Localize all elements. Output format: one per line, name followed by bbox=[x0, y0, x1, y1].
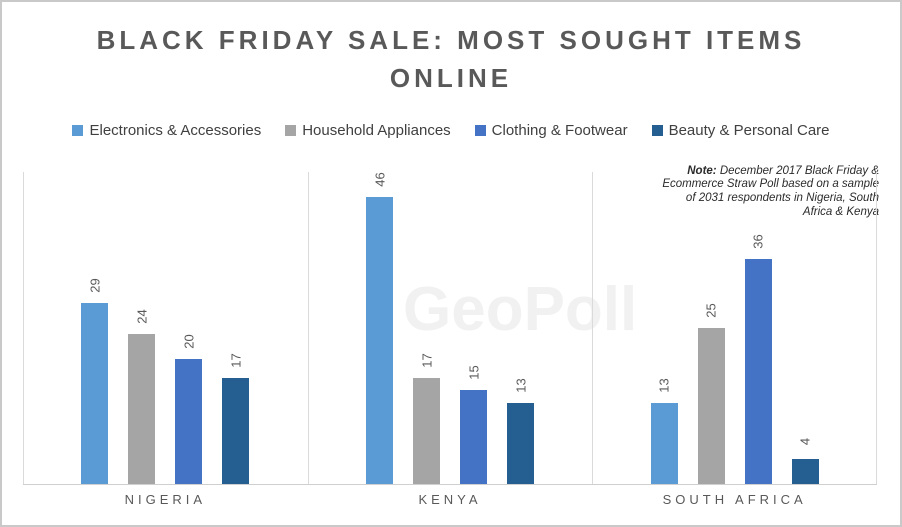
legend-swatch-icon bbox=[474, 125, 486, 136]
bar-value-label: 17 bbox=[228, 353, 244, 368]
bar-clothing-footwear-south-africa: 36 bbox=[744, 235, 772, 484]
legend-label: Electronics & Accessories bbox=[89, 122, 262, 139]
bar-value-label: 20 bbox=[181, 334, 197, 349]
bar-household-appliances-south-africa: 25 bbox=[697, 303, 725, 484]
legend-swatch-icon bbox=[285, 125, 297, 136]
bar-beauty-personal-care-south-africa: 4 bbox=[791, 438, 819, 484]
legend: Electronics & Accessories Household Appli… bbox=[2, 122, 900, 139]
bar-value-label: 46 bbox=[372, 172, 387, 187]
plot-area: 29 24 20 17 46 17 15 13 13 25 36 4 bbox=[23, 172, 877, 485]
bar-groups: 29 24 20 17 46 17 15 13 13 25 36 4 bbox=[23, 172, 877, 484]
bar-group-south-africa: 13 25 36 4 bbox=[592, 172, 877, 484]
bar-value-label: 24 bbox=[134, 309, 150, 324]
plot-left-boundary-line bbox=[23, 172, 24, 484]
chart-title: BLACK FRIDAY SALE: MOST SOUGHT ITEMS ONL… bbox=[96, 25, 806, 93]
note-text: December 2017 Black Friday & Ecommerce S… bbox=[662, 164, 879, 218]
bar-group-kenya: 46 17 15 13 bbox=[308, 172, 593, 484]
bar-beauty-personal-care-nigeria: 17 bbox=[222, 353, 250, 484]
bar-value-label: 13 bbox=[513, 378, 528, 393]
note-prefix: Note: bbox=[687, 164, 717, 177]
legend-item-household-appliances: Household Appliances bbox=[285, 122, 451, 139]
legend-item-electronics-accessories: Electronics & Accessories bbox=[72, 122, 261, 139]
legend-swatch-icon bbox=[72, 125, 84, 136]
bar-household-appliances-kenya: 17 bbox=[413, 353, 440, 484]
bar-value-label: 17 bbox=[419, 353, 434, 368]
bar-electronics-accessories-south-africa: 13 bbox=[650, 378, 678, 484]
category-axis-labels: NIGERIA KENYA SOUTH AFRICA bbox=[23, 492, 877, 507]
category-separator-line bbox=[592, 172, 594, 484]
bar-beauty-personal-care-kenya: 13 bbox=[507, 378, 534, 484]
bar-value-label: 36 bbox=[750, 234, 766, 250]
legend-label: Household Appliances bbox=[302, 122, 451, 139]
bar-electronics-accessories-kenya: 46 bbox=[366, 172, 393, 484]
bar-value-label: 4 bbox=[797, 437, 813, 446]
plot-right-boundary-line bbox=[876, 172, 877, 484]
note: Note: December 2017 Black Friday & Ecomm… bbox=[657, 165, 879, 220]
category-label-kenya: KENYA bbox=[418, 492, 482, 507]
category-label-nigeria: NIGERIA bbox=[124, 492, 207, 507]
legend-label: Beauty & Personal Care bbox=[668, 122, 830, 139]
bar-value-label: 29 bbox=[87, 278, 103, 293]
category-separator-line bbox=[307, 172, 309, 484]
geopoll-watermark: GeoPoll bbox=[403, 275, 638, 344]
bar-value-label: 15 bbox=[466, 365, 481, 381]
bar-clothing-footwear-kenya: 15 bbox=[460, 366, 487, 484]
bar-clothing-footwear-nigeria: 20 bbox=[175, 334, 203, 484]
category-label-south-africa: SOUTH AFRICA bbox=[662, 492, 807, 507]
bar-group-nigeria: 29 24 20 17 bbox=[23, 172, 308, 484]
legend-label: Clothing & Footwear bbox=[491, 122, 628, 139]
legend-swatch-icon bbox=[651, 125, 663, 136]
bar-value-label: 13 bbox=[656, 378, 672, 393]
legend-item-beauty-personal-care: Beauty & Personal Care bbox=[651, 122, 830, 139]
bar-household-appliances-nigeria: 24 bbox=[128, 310, 156, 484]
bar-electronics-accessories-nigeria: 29 bbox=[81, 278, 109, 484]
bar-value-label: 25 bbox=[703, 303, 719, 318]
legend-item-clothing-footwear: Clothing & Footwear bbox=[474, 122, 628, 139]
